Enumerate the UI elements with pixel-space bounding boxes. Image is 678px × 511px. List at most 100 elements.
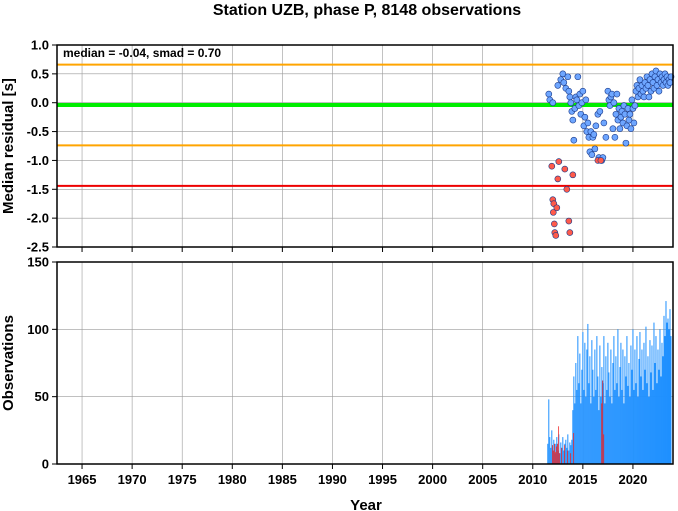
residual-point xyxy=(622,139,630,147)
residual-point xyxy=(581,113,589,121)
observation-bar xyxy=(646,383,648,464)
observation-bar xyxy=(603,336,605,464)
residual-point xyxy=(628,96,636,104)
outlier-observation-bar xyxy=(555,451,557,464)
observation-bar xyxy=(668,329,670,464)
observations-y-tick-label: 0 xyxy=(42,457,49,472)
residual-plot-frame xyxy=(56,44,674,248)
outlier-point xyxy=(555,158,563,165)
outlier-point xyxy=(552,232,560,239)
residual-point xyxy=(592,122,600,130)
observation-bar xyxy=(640,376,642,464)
observation-bar xyxy=(585,396,587,464)
residual-point xyxy=(596,108,604,115)
observation-bar xyxy=(599,345,601,464)
observation-bar xyxy=(657,349,659,464)
observation-bar xyxy=(582,332,584,464)
observation-bar xyxy=(614,389,616,464)
residual-point xyxy=(545,90,553,98)
observation-bar xyxy=(621,389,623,464)
observation-bar xyxy=(612,363,614,464)
observation-bar xyxy=(579,353,581,464)
residual-y-tick-label: 0.5 xyxy=(31,66,49,81)
observation-bar xyxy=(632,329,634,464)
observation-bar xyxy=(626,336,628,464)
residual-y-tick-label: 1.0 xyxy=(31,38,49,53)
observation-bar xyxy=(664,336,666,464)
x-tick-label: 1990 xyxy=(318,472,347,487)
observation-bar xyxy=(575,363,577,464)
outlier-point xyxy=(553,204,561,212)
observations-y-tick-label: 150 xyxy=(27,255,49,270)
observation-bar xyxy=(587,323,589,464)
observation-bar xyxy=(597,376,599,464)
observation-bar xyxy=(549,437,551,464)
outlier-point xyxy=(565,217,573,225)
outlier-observation-bar xyxy=(554,443,556,464)
observation-bar xyxy=(620,342,622,464)
observation-bar xyxy=(592,369,594,464)
observation-bar xyxy=(648,396,650,464)
observation-bar xyxy=(650,372,652,464)
residual-point xyxy=(560,79,568,86)
x-axis-label: Year xyxy=(350,497,382,511)
observation-bar xyxy=(663,315,665,464)
observation-bar xyxy=(605,356,607,464)
outlier-observation-bar xyxy=(561,447,563,464)
observation-bar xyxy=(568,450,570,464)
x-tick-label: 1965 xyxy=(68,472,97,487)
observation-bar xyxy=(590,403,592,464)
observation-bar xyxy=(652,389,654,464)
observation-bar xyxy=(615,356,617,464)
x-tick-label: 2000 xyxy=(418,472,447,487)
outlier-observation-bar xyxy=(553,450,555,464)
residual-y-ticks: 1.0 0.5 0.0 -0.5 -1.0 -1.5 -2.0 -2.5 xyxy=(27,38,57,255)
residual-point xyxy=(559,70,567,78)
residual-points xyxy=(545,67,675,239)
outlier-point xyxy=(548,162,556,170)
observation-bar xyxy=(571,439,573,464)
observation-bar xyxy=(547,443,549,464)
residual-point xyxy=(549,99,557,107)
observation-bar xyxy=(660,376,662,464)
observation-bar xyxy=(662,356,664,464)
residual-point xyxy=(630,119,638,127)
observation-bar xyxy=(578,383,580,464)
observation-bar xyxy=(619,367,621,464)
observation-bar xyxy=(550,447,552,464)
residual-panel: 1.0 0.5 0.0 -0.5 -1.0 -1.5 -2.0 -2.5 median = -… xyxy=(0,38,675,255)
observation-bar xyxy=(629,396,631,464)
observation-bar xyxy=(569,442,571,464)
residual-y-tick-label: -2.5 xyxy=(27,240,49,255)
observation-bar xyxy=(560,442,562,464)
observation-bar xyxy=(577,336,579,464)
residual-point xyxy=(602,134,610,141)
residual-y-tick-label: -1.5 xyxy=(27,182,49,197)
observation-bar xyxy=(598,410,600,464)
observations-plot-area xyxy=(57,262,673,464)
observations-y-tick-label: 100 xyxy=(27,322,49,337)
observation-bar xyxy=(604,403,606,464)
x-tick-label: 2010 xyxy=(518,472,547,487)
observation-bar xyxy=(565,439,567,464)
observation-bar xyxy=(593,396,595,464)
outlier-observation-bar xyxy=(570,453,572,464)
residual-point xyxy=(588,151,596,158)
observation-bar xyxy=(655,336,657,464)
observation-bar xyxy=(630,345,632,464)
observation-bar xyxy=(611,403,613,464)
outlier-observation-bar xyxy=(567,450,569,464)
observation-bar xyxy=(572,410,574,464)
residual-y-tick-label: -1.0 xyxy=(27,153,49,168)
observation-bar xyxy=(580,403,582,464)
residual-y-tick-label: -0.5 xyxy=(27,124,49,139)
residual-annotation: median = -0.04, smad = 0.70 xyxy=(63,46,221,60)
observation-bar xyxy=(636,336,638,464)
residual-point xyxy=(612,110,620,118)
observation-bar xyxy=(586,349,588,464)
observation-bar xyxy=(596,336,598,464)
observation-bar xyxy=(576,389,578,464)
observation-bar xyxy=(627,385,629,464)
residual-point xyxy=(626,110,634,118)
observation-bar xyxy=(649,340,651,464)
